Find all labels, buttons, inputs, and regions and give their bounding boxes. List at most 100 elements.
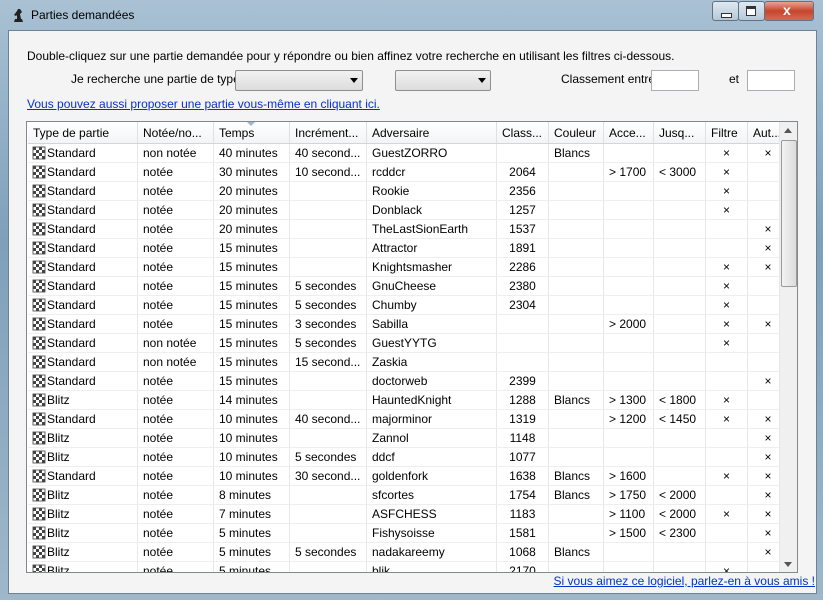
cell [548,295,604,315]
cell: 1257 [496,200,549,220]
dialog-body: Double-cliquez sur une partie demandée p… [8,30,817,594]
column-header[interactable]: Filtre [705,122,748,144]
game-row[interactable]: Standard notée 30 minutes 10 second... rcddc… [28,162,789,182]
game-row[interactable]: Standard notée 10 minutes 40 second... major… [28,409,789,429]
cell: > 1600 [603,466,654,486]
cell [603,181,654,201]
game-row[interactable]: Standard notée 15 minutes Knightsmasher 2286… [28,257,789,277]
cell [705,428,748,448]
game-row[interactable]: Standard notée 15 minutes 5 secondes Chumby 2… [28,295,789,315]
cell: 2304 [496,295,549,315]
column-header[interactable]: Temps [213,122,290,144]
column-header[interactable]: Jusq... [653,122,706,144]
game-row[interactable]: Standard notée 15 minutes Attractor 1891 × [28,238,789,258]
column-header[interactable]: Adversaire [366,122,497,144]
game-row[interactable]: Standard notée 15 minutes 5 secondes GnuChee… [28,276,789,296]
cell: < 1450 [653,409,706,429]
column-header[interactable]: Aut... [747,122,789,144]
cell: 1638 [496,466,549,486]
cell-text: × [722,298,730,312]
instructions: Double-cliquez sur une partie demandée p… [27,49,675,63]
game-row[interactable]: Standard notée 20 minutes TheLastSionEarth 1… [28,219,789,239]
cell-text: × [764,241,772,255]
game-row[interactable]: Standard notée 10 minutes 30 second... golde… [28,466,789,486]
scrollbar[interactable] [779,122,797,572]
cell: 10 second... [289,162,367,182]
game-row[interactable]: Blitz notée 10 minutes 5 secondes ddcf 1077 × [28,447,789,467]
close-button[interactable]: x [764,1,814,21]
cell-text: × [722,203,730,217]
game-row[interactable]: Standard non notée 15 minutes 5 secondes Gue… [28,333,789,353]
column-header[interactable]: Acce... [603,122,654,144]
cell: 15 minutes [213,238,290,258]
cell [548,314,604,334]
cell: Attractor [366,238,497,258]
cell [289,238,367,258]
cell: Sabilla [366,314,497,334]
cell-text: > 1300 [609,393,647,407]
game-row[interactable]: Blitz notée 14 minutes HauntedKnight 1288 Bla… [28,390,789,410]
cell: × [705,561,748,573]
cell-text: × [764,431,772,445]
cell: × [705,162,748,182]
cell: notée [137,466,214,486]
cell [705,352,748,372]
cell: × [705,143,748,163]
cell [289,390,367,410]
game-row[interactable]: Standard notée 15 minutes 3 secondes Sabilla… [28,314,789,334]
cell: Blancs [548,485,604,505]
subtype-dropdown[interactable] [395,70,491,91]
propose-link[interactable]: Vous pouvez aussi proposer une partie vo… [27,97,380,111]
cell-text: 5 minutes [219,564,272,573]
game-row[interactable]: Standard notée 20 minutes Donblack 1257 × [28,200,789,220]
rating-max-input[interactable] [747,70,795,91]
cell: Standard [28,276,138,296]
footer-link[interactable]: Si vous aimez ce logiciel, parlez-en à v… [553,574,815,588]
cell-text: 10 minutes [219,450,278,464]
game-row[interactable]: Blitz notée 5 minutes blik 2170 × [28,561,789,573]
column-header[interactable]: Class... [496,122,549,144]
cell-text: Fishysoisse [372,526,435,540]
game-row[interactable]: Blitz notée 7 minutes ASFCHESS 1183 > 1100 < 2… [28,504,789,524]
cell-text: 10 minutes [219,412,278,426]
cell-text: 15 minutes [219,355,278,369]
cell [705,542,748,562]
column-header[interactable]: Incrément... [289,122,367,144]
cell: 2286 [496,257,549,277]
cell: notée [137,447,214,467]
game-row[interactable]: Standard notée 20 minutes Rookie 2356 × [28,181,789,201]
cell-text: 1891 [509,241,536,255]
cell: HauntedKnight [366,390,497,410]
cell: × [705,276,748,296]
game-row[interactable]: Standard notée 15 minutes doctorweb 2399 × [28,371,789,391]
game-row[interactable]: Standard non notée 40 minutes 40 second... G… [28,143,789,163]
maximize-button[interactable] [738,1,765,21]
game-row[interactable]: Standard non notée 15 minutes 15 second... Z… [28,352,789,372]
cell-text: × [722,279,730,293]
cell: Blitz [28,428,138,448]
cell [548,504,604,524]
type-dropdown[interactable] [235,70,363,91]
cell-text: notée [143,450,174,464]
column-header[interactable]: Couleur [548,122,604,144]
and-label: et [729,72,740,86]
cell-text: notée [143,298,174,312]
cell [653,447,706,467]
cell-text: < 1800 [659,393,697,407]
column-header[interactable]: Notée/no... [137,122,214,144]
cell: notée [137,314,214,334]
game-row[interactable]: Blitz notée 5 minutes 5 secondes nadakareemy… [28,542,789,562]
game-row[interactable]: Blitz notée 10 minutes Zannol 1148 × [28,428,789,448]
rating-min-input[interactable] [651,70,699,91]
game-row[interactable]: Blitz notée 5 minutes Fishysoisse 1581 > 1500… [28,523,789,543]
cell: 15 second... [289,352,367,372]
cell-text: Blancs [554,545,591,559]
cell: 15 minutes [213,371,290,391]
cell-text: ASFCHESS [372,507,437,521]
cell-text: × [722,564,730,573]
column-header[interactable]: Type de partie [28,122,138,144]
cell-text: < 2300 [659,526,697,540]
minimize-button[interactable] [712,1,739,21]
cell: notée [137,542,214,562]
game-row[interactable]: Blitz notée 8 minutes sfcortes 1754 Blancs > 1… [28,485,789,505]
